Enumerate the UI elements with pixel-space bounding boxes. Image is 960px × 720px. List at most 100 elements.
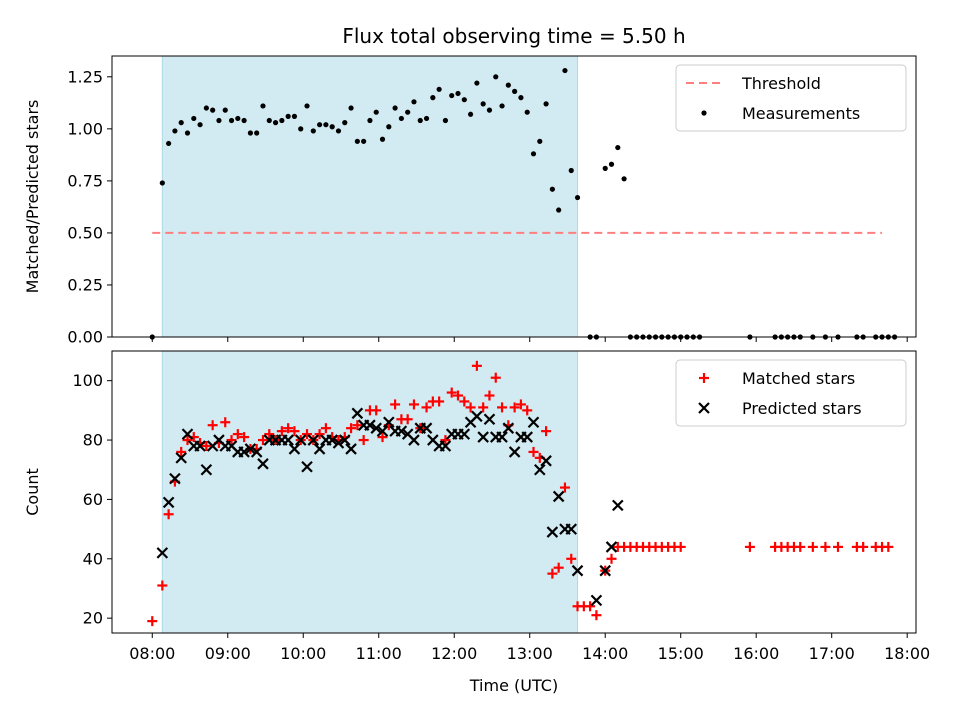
data-point <box>421 402 432 413</box>
data-point <box>332 437 345 449</box>
data-point <box>175 452 187 464</box>
data-point <box>176 446 187 457</box>
legend: Threshold Measurements <box>675 64 907 132</box>
data-point <box>522 405 533 416</box>
data-point <box>546 526 559 538</box>
data-point <box>329 124 335 130</box>
data-point <box>169 472 181 485</box>
data-point <box>675 541 686 552</box>
data-point <box>272 120 279 126</box>
data-point <box>264 429 275 440</box>
data-point <box>820 541 831 552</box>
data-point <box>266 117 272 124</box>
data-point <box>395 425 408 437</box>
data-point <box>484 390 495 401</box>
data-point <box>478 402 489 413</box>
data-point <box>304 103 310 109</box>
data-point <box>543 101 549 107</box>
legend-swatch <box>701 110 707 116</box>
data-point <box>313 443 326 455</box>
data-point <box>326 434 338 446</box>
data-point <box>302 429 313 440</box>
data-point <box>541 426 552 437</box>
data-point <box>540 455 552 467</box>
data-point <box>527 416 540 429</box>
data-point <box>352 420 363 431</box>
legend-label: Predicted stars <box>742 399 862 418</box>
data-point <box>232 429 243 440</box>
x-tick-label: 10:00 <box>280 644 326 663</box>
data-point <box>574 194 581 201</box>
data-point <box>289 426 300 437</box>
data-point <box>298 126 304 132</box>
y-tick-label: 40 <box>83 549 103 568</box>
data-point <box>294 434 307 446</box>
data-point <box>307 434 320 446</box>
data-point <box>455 90 461 97</box>
data-point <box>615 144 621 151</box>
data-point <box>250 446 263 458</box>
data-point <box>440 435 451 446</box>
data-point <box>310 128 316 134</box>
data-point <box>459 396 470 407</box>
data-point <box>200 463 213 476</box>
data-point <box>461 97 467 103</box>
top-panel: 0.00 0.25 0.50 0.75 1.00 1.25 Matched/Predicte… <box>23 24 917 347</box>
data-point <box>474 80 480 86</box>
data-point <box>197 122 203 128</box>
data-point <box>285 113 291 119</box>
data-point <box>364 419 376 431</box>
data-point <box>276 426 287 437</box>
data-point <box>172 128 178 134</box>
data-point <box>807 541 818 552</box>
data-point <box>383 416 395 429</box>
data-point <box>279 117 285 124</box>
data-point <box>497 402 508 413</box>
x-tick-label: 08:00 <box>129 644 175 663</box>
data-point <box>537 138 543 144</box>
data-point <box>345 443 357 455</box>
legend-box <box>675 359 907 427</box>
y-tick-label: 80 <box>83 431 103 450</box>
data-point <box>408 434 420 446</box>
data-point <box>398 115 404 122</box>
x-tick-label: 09:00 <box>205 644 251 663</box>
data-point <box>430 95 436 101</box>
data-point <box>239 432 250 443</box>
y-tick-label: 60 <box>83 490 103 509</box>
data-point <box>608 161 615 167</box>
data-point <box>477 431 489 443</box>
data-point <box>509 402 520 413</box>
data-point <box>191 115 197 122</box>
y-tick-label: 0.75 <box>67 171 103 190</box>
data-point <box>335 128 342 134</box>
data-point <box>417 117 423 124</box>
data-point <box>442 117 449 124</box>
data-point <box>235 115 241 122</box>
data-point <box>423 115 430 122</box>
data-point <box>282 434 294 446</box>
data-point <box>585 601 596 612</box>
axes-frame <box>111 55 917 338</box>
data-point <box>228 117 235 124</box>
data-point <box>568 167 574 174</box>
data-point <box>348 105 354 111</box>
data-point <box>571 564 584 577</box>
legend-label: Matched stars <box>742 369 855 388</box>
data-point <box>591 610 602 621</box>
data-point <box>163 509 174 520</box>
x-tick-label: 18:00 <box>884 644 930 663</box>
observing-span-shade <box>161 350 579 634</box>
data-point <box>562 67 568 74</box>
data-point <box>210 107 216 113</box>
data-point <box>552 490 565 503</box>
x-tick-label: 11:00 <box>356 644 402 663</box>
data-point <box>354 138 360 144</box>
data-point <box>182 435 193 446</box>
data-point <box>207 420 218 431</box>
data-point <box>530 151 537 157</box>
data-point <box>518 95 524 101</box>
data-point <box>408 399 419 410</box>
y-tick-label: 0.00 <box>67 328 103 347</box>
data-point <box>480 101 486 107</box>
